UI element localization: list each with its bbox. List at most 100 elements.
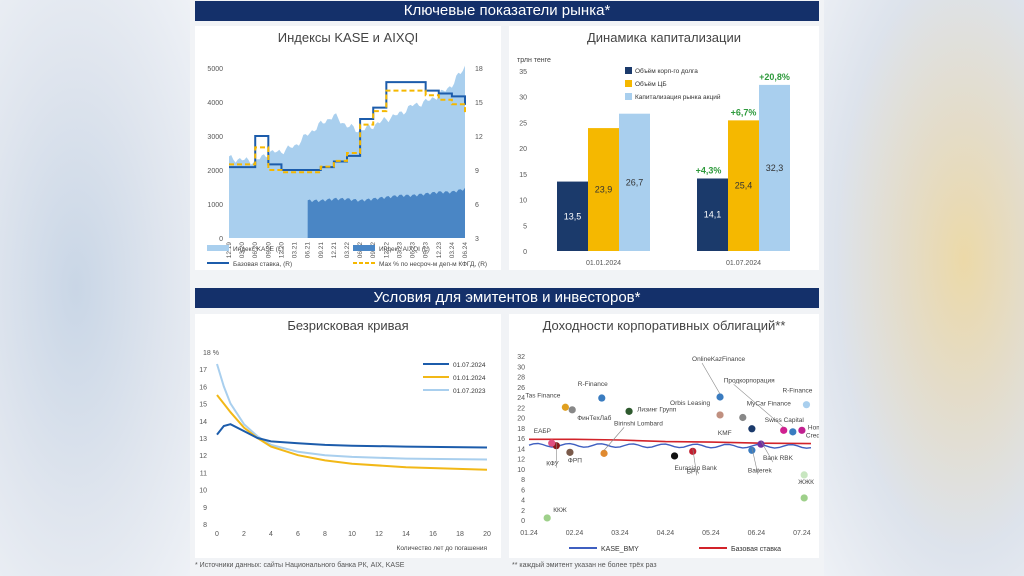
x-tick-label: 01.24 xyxy=(520,530,538,537)
x-tick-label: 12 xyxy=(375,531,383,538)
y-tick-label: 12 xyxy=(517,457,525,464)
y-tick-label: 12 xyxy=(199,453,207,460)
x-tick-label: 06.21 xyxy=(305,242,312,259)
left-blur-background xyxy=(0,0,190,576)
x-tick-label: 12.23 xyxy=(436,242,443,259)
y-right-tick-label: 15 xyxy=(475,100,483,107)
point-label: MyCar Finance xyxy=(747,401,791,408)
point-label: Orbis Leasing xyxy=(670,400,710,407)
y-tick-label: 17 xyxy=(199,367,207,374)
section-header-market: Ключевые показатели рынка* xyxy=(195,1,819,21)
x-tick-label: 0 xyxy=(215,531,219,538)
y-right-tick-label: 3 xyxy=(475,236,479,243)
x-tick-label: 03.20 xyxy=(239,242,246,259)
y-tick-label: 13 xyxy=(199,436,207,443)
y-tick-label: 4 xyxy=(521,498,525,505)
legend-label: Объём корп-го долга xyxy=(635,67,698,75)
point-label: Продкорпорация xyxy=(724,377,775,384)
legend-aixqi: Индекс AIXQI (L) xyxy=(379,246,430,253)
y-tick-label: 0 xyxy=(521,518,525,525)
y-left-tick-label: 3000 xyxy=(207,134,223,141)
x-tick-label: 8 xyxy=(323,531,327,538)
yield-curve-01.07.2024 xyxy=(216,423,488,449)
y-tick-label: 16 xyxy=(199,384,207,391)
bond-point xyxy=(802,401,811,409)
y-tick-label: 2 xyxy=(521,508,525,515)
point-label: ЕАБР xyxy=(534,428,551,435)
legend-label: Базовая ставка xyxy=(731,546,781,553)
yield-curve-01.01.2024 xyxy=(216,394,488,471)
yield-curve-01.07.2023 xyxy=(216,363,488,461)
x-tick-label: 05.24 xyxy=(702,530,720,537)
bond-point xyxy=(598,394,606,402)
y-unit-label: 18 % xyxy=(203,350,219,357)
y-tick-label: 25 xyxy=(519,120,527,127)
x-tick-label: 6 xyxy=(296,531,300,538)
y-left-tick-label: 4000 xyxy=(207,100,223,107)
capitalization-bar xyxy=(759,84,790,251)
bond-point xyxy=(566,448,574,456)
point-label: R-Finance xyxy=(782,388,812,395)
point-label: Baiterek xyxy=(748,467,773,474)
kase-bmy-line xyxy=(528,442,812,449)
bond-point xyxy=(748,425,756,433)
bar-value-label: 14,1 xyxy=(704,210,722,220)
right-blur-background xyxy=(824,0,1024,576)
point-label: Tas Finance xyxy=(525,392,560,399)
legend-swatch xyxy=(625,67,632,74)
bond-chart-title: Доходности корпоративных облигаций** xyxy=(542,318,786,333)
x-tick-label: 03.23 xyxy=(396,242,403,259)
legend-label: 01.07.2023 xyxy=(453,388,486,395)
capitalization-bar xyxy=(619,113,650,251)
x-tick-label: 18 xyxy=(456,531,464,538)
point-label: Credit xyxy=(806,432,819,439)
x-axis-label: Количество лет до погашения xyxy=(397,545,488,552)
x-tick-label: 06.24 xyxy=(462,242,469,259)
y-tick-label: 6 xyxy=(521,487,525,494)
x-tick-label: 06.20 xyxy=(252,242,259,259)
leader-line xyxy=(603,427,625,451)
bond-point xyxy=(600,449,608,457)
point-label: Bank RBK xyxy=(763,455,794,462)
x-tick-label: 12.19 xyxy=(226,242,233,259)
bond-point xyxy=(543,514,551,522)
legend-label: Объём ЦБ xyxy=(635,80,667,88)
y-left-tick-label: 0 xyxy=(219,236,223,243)
x-tick-label: 03.22 xyxy=(344,242,351,259)
y-tick-label: 14 xyxy=(517,446,525,453)
y-tick-label: 16 xyxy=(517,436,525,443)
legend-label: 01.07.2024 xyxy=(453,362,486,369)
cap-chart-title: Динамика капитализации xyxy=(586,30,742,45)
bar-value-label: 25,4 xyxy=(735,181,753,191)
legend-label: KASE_BMY xyxy=(601,546,639,553)
capitalization-panel: Динамика капитализации трлн тенге 0 5 10 15 2… xyxy=(509,26,819,270)
point-label: Home xyxy=(808,424,819,431)
x-tick-label: 16 xyxy=(429,531,437,538)
y-tick-label: 24 xyxy=(517,395,525,402)
section-header-conditions: Условия для эмитентов и инвесторов* xyxy=(195,288,819,308)
growth-label: +20,8% xyxy=(759,72,790,82)
leader-line xyxy=(733,384,784,428)
legend-kase: Индекс KASE (L) xyxy=(233,246,284,253)
y-tick-label: 14 xyxy=(199,419,207,426)
x-tick-label: 04.24 xyxy=(657,530,675,537)
x-category-label: 01.07.2024 xyxy=(726,260,761,267)
y-right-tick-label: 6 xyxy=(475,202,479,209)
y-left-tick-label: 5000 xyxy=(207,66,223,73)
x-tick-label: 12.21 xyxy=(331,242,338,259)
y-left-tick-label: 1000 xyxy=(207,202,223,209)
bar-value-label: 13,5 xyxy=(564,211,582,221)
bond-point xyxy=(798,426,806,434)
bond-point xyxy=(670,452,679,460)
x-tick-label: 20 xyxy=(483,531,491,538)
y-right-tick-label: 18 xyxy=(475,66,483,73)
y-tick-label: 32 xyxy=(517,354,525,361)
bond-point xyxy=(561,403,569,411)
base-rate-line xyxy=(229,81,466,171)
capitalization-bar xyxy=(557,181,588,251)
y-tick-label: 0 xyxy=(523,249,527,256)
x-tick-label: 12.22 xyxy=(383,242,390,259)
y-tick-label: 30 xyxy=(519,95,527,102)
